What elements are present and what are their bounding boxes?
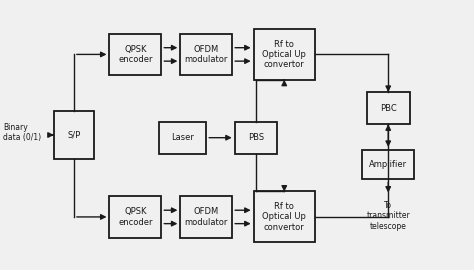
Text: QPSK
encoder: QPSK encoder (118, 45, 153, 64)
Text: S/P: S/P (67, 130, 81, 140)
Text: Rf to
Optical Up
convertor: Rf to Optical Up convertor (262, 202, 306, 232)
Text: PBS: PBS (248, 133, 264, 142)
FancyBboxPatch shape (362, 150, 414, 179)
FancyBboxPatch shape (159, 122, 206, 154)
Text: Rf to
Optical Up
convertor: Rf to Optical Up convertor (262, 39, 306, 69)
Text: OFDM
modulator: OFDM modulator (184, 45, 228, 64)
FancyBboxPatch shape (254, 29, 315, 80)
FancyBboxPatch shape (235, 122, 277, 154)
Text: QPSK
encoder: QPSK encoder (118, 207, 153, 227)
Text: To
transmitter
telescope: To transmitter telescope (366, 201, 410, 231)
Text: PBC: PBC (380, 104, 397, 113)
FancyBboxPatch shape (254, 191, 315, 242)
FancyBboxPatch shape (109, 33, 161, 75)
Text: Binary
data (0/1): Binary data (0/1) (3, 123, 41, 142)
FancyBboxPatch shape (367, 92, 410, 124)
Text: Amplifier: Amplifier (369, 160, 407, 169)
FancyBboxPatch shape (109, 196, 161, 238)
FancyBboxPatch shape (180, 196, 232, 238)
Text: Laser: Laser (171, 133, 194, 142)
FancyBboxPatch shape (54, 112, 94, 158)
FancyBboxPatch shape (180, 33, 232, 75)
Text: OFDM
modulator: OFDM modulator (184, 207, 228, 227)
